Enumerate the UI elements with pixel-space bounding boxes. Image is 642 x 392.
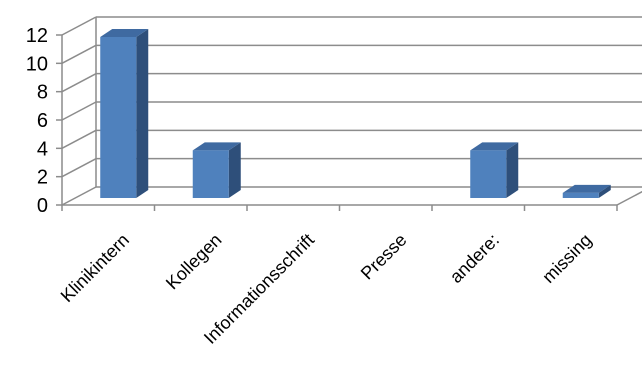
y-tick-labels: 0 2 4 6 8 10 12 — [26, 25, 48, 217]
gridline-side — [61, 16, 97, 36]
x-tick-label: missing — [538, 230, 595, 287]
bar-kollegen — [192, 142, 241, 198]
y-tick-label: 4 — [37, 138, 48, 160]
gridline-side — [61, 158, 97, 178]
y-tick-label: 0 — [37, 195, 48, 217]
gridlines — [61, 16, 642, 206]
y-tick-label: 6 — [37, 110, 48, 132]
floor-edge — [616, 190, 642, 206]
bar-andere — [470, 142, 519, 198]
bar-klinikintern — [100, 29, 149, 198]
gridline-side — [61, 129, 97, 149]
x-tick-label: Presse — [357, 230, 411, 284]
gridline-side — [61, 101, 97, 121]
y-tick-label: 8 — [37, 82, 48, 104]
axes — [56, 34, 642, 211]
bars — [100, 29, 611, 198]
x-tick-label: Klinikintern — [57, 230, 133, 306]
gridline-side — [61, 44, 97, 64]
y-tick-label: 12 — [26, 25, 48, 47]
gridline-side — [61, 73, 97, 93]
gridline-side — [61, 186, 97, 206]
x-tick-label: Kollegen — [162, 230, 226, 294]
bar-missing — [562, 184, 611, 198]
x-tick-label: andere: — [446, 230, 503, 287]
y-tick-label: 2 — [37, 167, 48, 189]
y-tick-label: 10 — [26, 53, 48, 75]
